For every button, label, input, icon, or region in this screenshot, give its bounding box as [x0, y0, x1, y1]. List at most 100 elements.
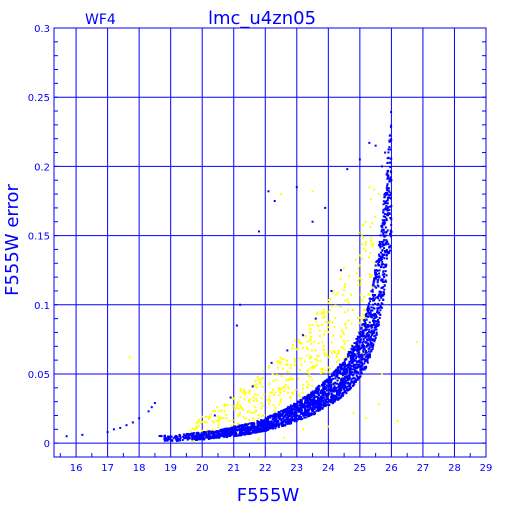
data-point	[204, 415, 207, 418]
data-point	[335, 387, 338, 390]
y-tick-label: 0.1	[34, 301, 50, 312]
data-point	[249, 426, 252, 429]
data-point	[343, 285, 346, 288]
data-point	[284, 408, 287, 411]
data-point	[377, 324, 380, 327]
data-point	[191, 427, 194, 430]
data-point	[287, 416, 290, 419]
data-point	[341, 329, 344, 332]
data-point	[229, 432, 232, 435]
data-point	[343, 369, 346, 372]
data-point	[197, 433, 200, 436]
data-point	[310, 395, 313, 398]
data-point	[227, 434, 230, 437]
data-point	[384, 207, 387, 210]
data-point	[200, 415, 203, 418]
data-point	[337, 372, 340, 375]
data-point	[390, 124, 393, 127]
data-point	[380, 306, 383, 309]
data-point	[331, 394, 334, 397]
data-point	[337, 389, 340, 392]
data-point	[218, 432, 221, 435]
data-point	[271, 426, 274, 429]
data-point	[328, 384, 331, 387]
data-point	[341, 331, 344, 334]
data-point	[337, 351, 340, 354]
data-point	[386, 193, 389, 196]
data-point	[266, 424, 269, 427]
data-point	[218, 435, 221, 438]
data-point	[310, 361, 313, 364]
data-point-outlier	[235, 324, 238, 327]
data-point	[380, 278, 383, 281]
y-tick-label: 0	[44, 439, 50, 450]
data-point	[228, 435, 231, 438]
data-point	[178, 434, 181, 437]
data-point	[223, 403, 226, 406]
data-point	[373, 321, 376, 324]
data-point	[366, 322, 369, 325]
data-point	[342, 358, 345, 361]
data-point	[304, 400, 307, 403]
data-point	[290, 363, 293, 366]
data-point	[340, 385, 343, 388]
data-point	[280, 418, 283, 421]
data-point	[334, 377, 337, 380]
data-point	[368, 256, 371, 259]
data-point	[334, 399, 337, 402]
data-point	[374, 277, 377, 280]
data-point	[261, 414, 264, 417]
data-point	[268, 415, 271, 418]
data-point	[376, 284, 379, 287]
data-point	[378, 306, 381, 309]
data-point	[346, 371, 349, 374]
data-point	[369, 338, 372, 341]
data-point	[285, 422, 288, 425]
data-point	[370, 290, 373, 293]
data-point	[274, 419, 277, 422]
data-point	[249, 422, 252, 425]
data-point	[191, 432, 194, 435]
data-point	[327, 388, 330, 391]
data-point	[345, 392, 348, 395]
data-point	[339, 305, 342, 308]
data-point	[215, 435, 218, 438]
data-point	[333, 396, 336, 399]
data-point	[348, 377, 351, 380]
data-point	[323, 391, 326, 394]
data-point	[338, 379, 341, 382]
data-point	[360, 346, 363, 349]
x-tick-label: 22	[259, 463, 272, 474]
data-point	[276, 424, 279, 427]
data-point	[389, 229, 392, 232]
data-point	[385, 253, 388, 256]
data-point	[369, 313, 372, 316]
data-point	[342, 339, 345, 342]
data-point	[382, 200, 385, 203]
data-point	[353, 364, 356, 367]
data-point	[306, 348, 309, 351]
data-point	[382, 203, 385, 206]
data-point	[365, 341, 368, 344]
data-point	[279, 361, 282, 364]
data-point	[387, 176, 390, 179]
data-point	[339, 383, 342, 386]
data-point	[241, 407, 244, 410]
data-point	[320, 407, 323, 410]
data-point	[368, 356, 371, 359]
data-point	[382, 219, 385, 222]
data-point	[348, 364, 351, 367]
data-point	[259, 430, 262, 433]
data-point	[384, 202, 387, 205]
data-point	[321, 323, 324, 326]
data-point	[345, 388, 348, 391]
data-point	[361, 329, 364, 332]
data-point	[318, 398, 321, 401]
data-point	[316, 388, 319, 391]
data-point	[390, 223, 393, 226]
data-point	[387, 148, 390, 151]
data-point	[292, 404, 295, 407]
data-point	[370, 326, 373, 329]
data-point	[293, 414, 296, 417]
data-point	[190, 439, 193, 442]
